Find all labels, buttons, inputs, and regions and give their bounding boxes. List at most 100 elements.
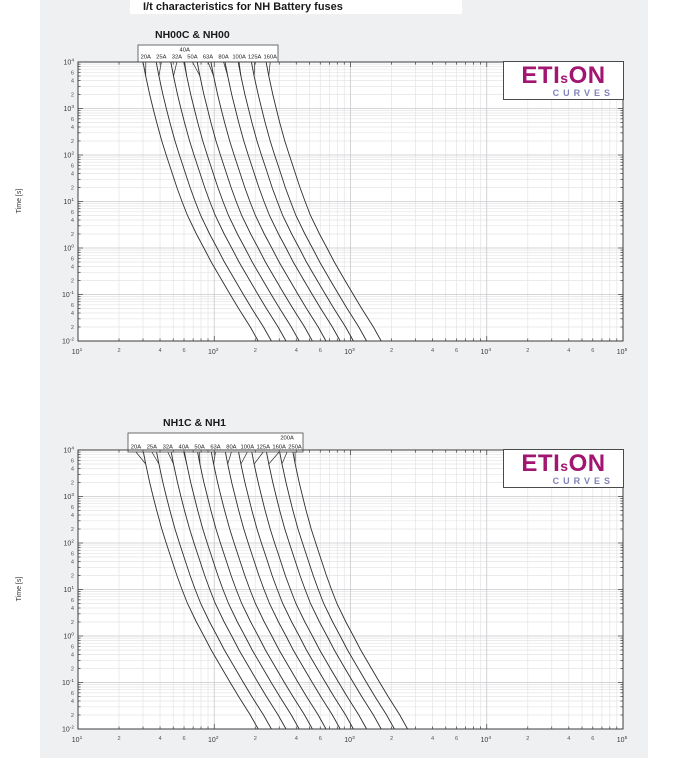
svg-text:6: 6: [455, 348, 458, 354]
curve-32A: [170, 61, 287, 342]
fuse-curves: [142, 449, 408, 730]
curve-200A: [278, 449, 395, 730]
legend-label-32A: 32A: [172, 55, 182, 61]
svg-text:4: 4: [71, 513, 74, 519]
svg-text:6: 6: [182, 736, 185, 742]
legend-label-25A: 25A: [147, 445, 157, 451]
svg-text:103: 103: [64, 104, 75, 113]
svg-text:6: 6: [319, 736, 322, 742]
curve-25A: [155, 61, 272, 342]
logo-brand-text: ETIsON: [504, 63, 623, 91]
svg-text:4: 4: [567, 348, 570, 354]
legend-label-20A: 20A: [141, 55, 151, 61]
svg-text:6: 6: [71, 458, 74, 464]
svg-text:4: 4: [71, 699, 74, 705]
svg-text:6: 6: [71, 70, 74, 76]
svg-text:10-2: 10-2: [62, 337, 74, 346]
y-axis-label: Time [s]: [16, 577, 23, 602]
legend: 20A 25A 32A 40A 50A 63A 80A 100A 125A 160A 250A 200…: [127, 432, 304, 453]
svg-text:2: 2: [71, 279, 74, 285]
svg-text:102: 102: [208, 347, 219, 356]
logo-s: s: [560, 458, 569, 474]
svg-text:103: 103: [344, 735, 355, 744]
curve-160A: [265, 449, 382, 730]
svg-text:6: 6: [182, 348, 185, 354]
svg-text:2: 2: [71, 186, 74, 192]
svg-text:2: 2: [254, 348, 257, 354]
svg-text:4: 4: [71, 79, 74, 85]
legend-label-80A: 80A: [226, 445, 236, 451]
svg-text:2: 2: [526, 736, 529, 742]
logo-s: s: [560, 70, 569, 86]
legend-label-100A: 100A: [232, 55, 246, 61]
curve-80A: [224, 449, 341, 730]
svg-text:4: 4: [71, 125, 74, 131]
legend-label-50A: 50A: [194, 445, 204, 451]
legend-label-40A: 40A: [180, 48, 190, 54]
curve-160A: [265, 61, 382, 342]
svg-text:4: 4: [431, 736, 434, 742]
svg-text:104: 104: [481, 735, 492, 744]
chart-1: 20A 25A 32A 40A 50A 63A 80A 100A 125A 160A 250A 200…: [16, 432, 628, 744]
svg-text:2: 2: [71, 527, 74, 533]
svg-text:101: 101: [72, 347, 83, 356]
svg-text:101: 101: [64, 197, 75, 206]
svg-text:4: 4: [295, 348, 298, 354]
svg-text:6: 6: [71, 691, 74, 697]
legend-label-40A: 40A: [179, 445, 189, 451]
logo-on: ON: [568, 450, 606, 477]
svg-text:2: 2: [117, 736, 120, 742]
svg-text:105: 105: [617, 735, 628, 744]
curve-25A: [155, 449, 272, 730]
svg-text:6: 6: [71, 163, 74, 169]
legend-label-160A: 160A: [263, 55, 277, 61]
svg-text:2: 2: [71, 574, 74, 580]
legend-connectors: [135, 451, 296, 465]
curve-63A: [210, 61, 327, 342]
svg-text:6: 6: [71, 644, 74, 650]
svg-text:2: 2: [390, 736, 393, 742]
svg-text:2: 2: [71, 139, 74, 145]
svg-text:100: 100: [64, 244, 75, 253]
curve-125A: [250, 61, 367, 342]
svg-text:102: 102: [64, 539, 75, 548]
svg-text:2: 2: [71, 232, 74, 238]
legend-label-80A: 80A: [218, 55, 228, 61]
chart-title-nh00: NH00C & NH00: [155, 29, 230, 41]
fuse-curves: [142, 61, 382, 342]
curve-63A: [210, 449, 327, 730]
curve-50A: [196, 61, 313, 342]
logo-subtitle: CURVES: [552, 88, 614, 98]
svg-text:6: 6: [455, 736, 458, 742]
logo-eti: ETI: [521, 62, 561, 89]
page-title: I/t characteristics for NH Battery fuses: [143, 1, 343, 13]
svg-text:2: 2: [71, 93, 74, 99]
svg-text:4: 4: [158, 348, 161, 354]
legend-label-125A: 125A: [248, 55, 262, 61]
curve-250A: [292, 449, 408, 730]
svg-text:4: 4: [71, 606, 74, 612]
legend-label-20A: 20A: [131, 445, 141, 451]
legend-label-200A: 200A: [280, 436, 294, 442]
svg-text:6: 6: [71, 303, 74, 309]
svg-text:2: 2: [526, 348, 529, 354]
svg-text:6: 6: [71, 210, 74, 216]
legend-label-50A: 50A: [187, 55, 197, 61]
curve-40A: [183, 449, 300, 730]
svg-text:102: 102: [208, 735, 219, 744]
svg-text:105: 105: [617, 347, 628, 356]
legend-label-25A: 25A: [156, 55, 166, 61]
svg-text:4: 4: [71, 467, 74, 473]
svg-text:4: 4: [295, 736, 298, 742]
legend-label-125A: 125A: [256, 445, 270, 451]
chart-title-nh1: NH1C & NH1: [163, 417, 227, 429]
curve-100A: [237, 449, 354, 730]
svg-text:10-1: 10-1: [62, 678, 74, 687]
svg-text:101: 101: [64, 585, 75, 594]
svg-text:101: 101: [72, 735, 83, 744]
logo-on: ON: [568, 62, 606, 89]
svg-text:6: 6: [591, 736, 594, 742]
svg-text:2: 2: [71, 713, 74, 719]
svg-text:2: 2: [71, 481, 74, 487]
